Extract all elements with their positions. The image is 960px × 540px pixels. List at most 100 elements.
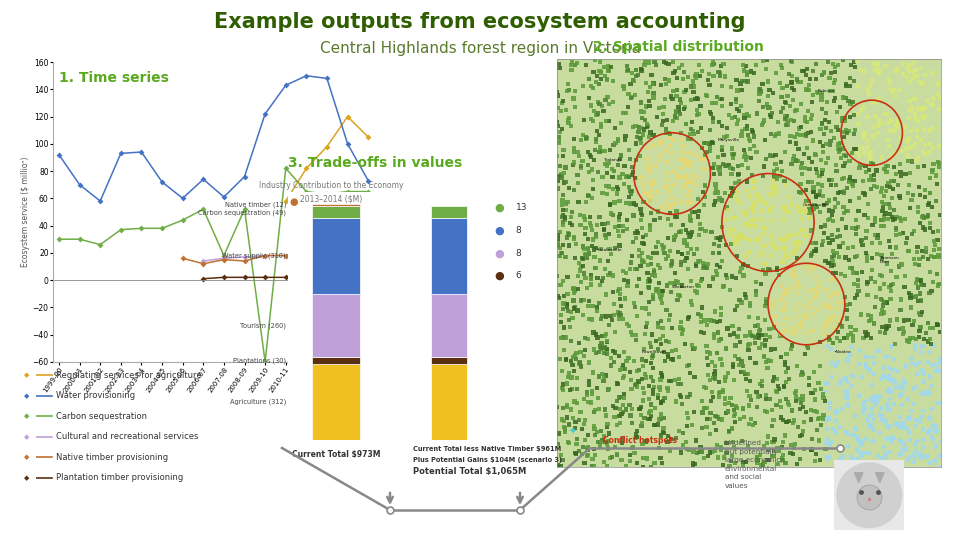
- Point: [763, 251, 779, 260]
- Point: [712, 69, 728, 77]
- Point: [581, 191, 596, 200]
- Point: [836, 161, 852, 170]
- Point: [681, 149, 696, 158]
- Point: [915, 105, 930, 114]
- Point: [598, 438, 613, 447]
- Point: [893, 119, 908, 127]
- Point: [807, 456, 823, 465]
- Point: [669, 92, 684, 101]
- Point: [705, 164, 720, 172]
- Point: [896, 424, 911, 433]
- Point: [729, 274, 744, 282]
- Point: [619, 225, 635, 233]
- Point: [876, 363, 892, 372]
- Point: [927, 361, 943, 370]
- Point: [635, 249, 650, 258]
- Point: [727, 306, 742, 314]
- Point: [650, 260, 665, 269]
- Point: [805, 389, 821, 397]
- Point: [697, 165, 712, 174]
- Point: [605, 165, 620, 174]
- Point: [805, 136, 821, 145]
- Point: [839, 129, 854, 138]
- Point: [612, 285, 627, 294]
- Point: [626, 443, 641, 452]
- Point: [802, 197, 817, 206]
- Point: [556, 146, 571, 154]
- Point: [915, 213, 930, 221]
- Point: [549, 118, 564, 126]
- Point: [709, 318, 725, 326]
- Point: [776, 382, 791, 391]
- Point: [722, 331, 737, 340]
- Point: [674, 393, 689, 402]
- Point: [719, 439, 734, 448]
- Point: [879, 259, 895, 268]
- Point: [859, 143, 875, 152]
- Point: [667, 67, 683, 76]
- Point: [728, 178, 743, 187]
- Point: [799, 85, 814, 94]
- Point: [650, 390, 665, 399]
- Point: [770, 374, 785, 383]
- Text: ●: ●: [290, 197, 299, 207]
- Point: [631, 366, 646, 374]
- Point: [660, 281, 675, 290]
- Point: [649, 112, 664, 121]
- Point: [609, 421, 624, 429]
- Point: [881, 85, 897, 93]
- Point: [610, 449, 625, 458]
- Point: [643, 412, 659, 421]
- Point: [777, 148, 792, 157]
- Point: [628, 302, 643, 311]
- Point: [890, 462, 905, 471]
- Point: [777, 235, 792, 244]
- Point: [911, 183, 926, 192]
- Point: [798, 201, 813, 210]
- Point: [569, 59, 585, 68]
- Point: [804, 327, 820, 335]
- Point: [592, 281, 608, 289]
- Point: [775, 215, 790, 224]
- Point: [850, 445, 865, 454]
- Point: [608, 443, 623, 451]
- Point: [712, 71, 728, 80]
- Point: [706, 58, 721, 67]
- Point: [659, 129, 674, 137]
- Point: [778, 361, 793, 370]
- Point: [837, 117, 852, 125]
- Text: ●: ●: [494, 203, 504, 213]
- Point: [645, 376, 660, 385]
- Point: [781, 417, 797, 426]
- Point: [831, 242, 847, 251]
- Point: [825, 246, 840, 255]
- Point: [708, 426, 724, 435]
- Point: [709, 93, 725, 102]
- Point: [756, 119, 771, 127]
- Point: [885, 376, 900, 384]
- Point: [816, 394, 831, 403]
- Point: [684, 245, 699, 253]
- Point: [861, 317, 876, 326]
- Point: [584, 280, 599, 289]
- Point: [614, 170, 630, 178]
- Point: [563, 386, 578, 395]
- Point: [693, 318, 708, 326]
- Point: [708, 184, 724, 193]
- Point: [795, 403, 810, 411]
- Point: [581, 358, 596, 367]
- Point: [724, 113, 739, 122]
- Point: [828, 407, 844, 416]
- Point: [652, 104, 667, 113]
- Point: [562, 113, 577, 122]
- Point: [842, 176, 857, 184]
- Point: [744, 414, 759, 423]
- Point: [660, 59, 676, 68]
- Point: [647, 57, 662, 66]
- Point: [588, 330, 604, 339]
- Point: [920, 96, 935, 105]
- Point: [784, 328, 800, 336]
- Point: [574, 136, 589, 145]
- Point: [629, 427, 644, 436]
- Point: [805, 285, 821, 294]
